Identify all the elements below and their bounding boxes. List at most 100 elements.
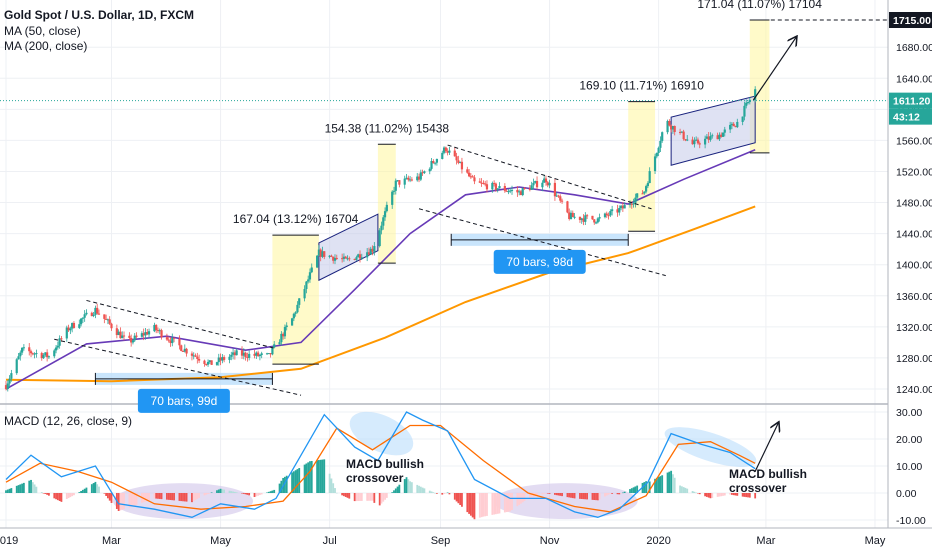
candle	[355, 255, 358, 261]
candle-body	[33, 353, 36, 355]
histogram-bar	[353, 493, 356, 502]
histogram-bar	[183, 493, 186, 502]
candle-body	[20, 347, 24, 353]
histogram-bar	[318, 460, 320, 493]
histogram-bar	[142, 493, 145, 503]
candle-body	[117, 331, 120, 335]
histogram-bar	[543, 493, 546, 494]
candle	[103, 314, 106, 324]
macd-tick-label: -10.00	[896, 515, 926, 527]
histogram-bar	[709, 493, 712, 499]
histogram-bar	[398, 484, 401, 493]
bar-count-box	[137, 388, 230, 413]
histogram-bar	[343, 493, 345, 497]
histogram-bar	[607, 493, 610, 495]
candle	[696, 137, 700, 145]
histogram-bar	[579, 493, 581, 499]
candle	[253, 349, 256, 359]
candle-body	[280, 333, 283, 343]
candle	[748, 97, 751, 105]
candle	[133, 333, 136, 343]
macd-arrow	[754, 423, 778, 472]
candle-body	[96, 307, 99, 314]
candle	[421, 169, 424, 176]
histogram-bar	[396, 486, 399, 493]
candle-body	[655, 152, 658, 157]
histogram-bar	[173, 493, 175, 501]
candle	[471, 174, 474, 178]
histogram-bar	[672, 474, 674, 493]
candle	[634, 193, 637, 208]
histogram-bar	[586, 493, 588, 500]
candle	[673, 125, 676, 136]
candle-body	[568, 212, 571, 219]
histogram-bar	[661, 475, 664, 493]
candle-body	[754, 89, 757, 100]
histogram-bar	[21, 483, 23, 493]
histogram-bar	[192, 493, 195, 502]
histogram-bar	[158, 493, 161, 499]
candle	[623, 202, 626, 209]
candle	[569, 210, 573, 220]
histogram-bar	[40, 492, 43, 493]
histogram-bar	[511, 493, 513, 511]
candle	[591, 215, 594, 220]
histogram-bar	[555, 493, 558, 496]
histogram-bar	[410, 482, 413, 493]
histogram-bar	[732, 493, 735, 496]
candle-body	[383, 211, 387, 218]
candle	[491, 181, 494, 193]
candle-body	[678, 131, 682, 133]
ma200-legend: MA (200, close)	[4, 39, 87, 53]
candle-body	[79, 318, 83, 325]
candle-body	[523, 188, 526, 190]
candle-body	[282, 333, 285, 337]
candle	[29, 349, 33, 358]
histogram-bar	[22, 482, 25, 493]
macd-line	[5, 411, 756, 518]
candle-body	[534, 181, 537, 183]
histogram-bar	[44, 493, 47, 494]
candle	[180, 344, 183, 352]
current-price-badge: 1611.20	[893, 96, 931, 108]
candle-body	[435, 158, 439, 163]
candle-body	[423, 171, 426, 173]
candle-body	[367, 252, 371, 255]
candle-body	[641, 193, 644, 195]
candle-body	[671, 125, 675, 130]
candle-body	[4, 385, 8, 389]
candle	[530, 181, 533, 191]
histogram-bar	[623, 491, 626, 493]
histogram-bar	[468, 493, 470, 514]
histogram-bar	[384, 493, 386, 500]
candle-body	[273, 344, 276, 348]
candle-body	[605, 213, 608, 216]
candle	[720, 132, 723, 138]
histogram-bar	[471, 493, 474, 518]
candle	[360, 253, 363, 260]
candle	[573, 212, 576, 220]
price-axis: 1680.001640.001600.001560.001520.001480.…	[887, 0, 932, 528]
macd-annotation: crossover	[346, 471, 404, 485]
candle	[616, 204, 619, 217]
candle-body	[518, 191, 521, 193]
candle-body	[46, 352, 49, 358]
candle-body	[40, 353, 43, 359]
histogram-bar	[56, 493, 59, 501]
candle-body	[582, 218, 585, 222]
candle-body	[721, 132, 725, 137]
candle-body	[78, 324, 81, 328]
histogram-bar	[618, 493, 621, 495]
histogram-bar	[582, 493, 585, 500]
candle	[557, 194, 560, 198]
candle-body	[210, 360, 213, 365]
histogram-bar	[507, 493, 510, 512]
candle-body	[745, 102, 748, 106]
candle	[743, 101, 746, 121]
histogram-bar	[659, 476, 662, 493]
candle	[233, 350, 236, 360]
candle-body	[144, 332, 147, 336]
histogram-bar	[729, 493, 732, 495]
candle	[158, 328, 161, 335]
